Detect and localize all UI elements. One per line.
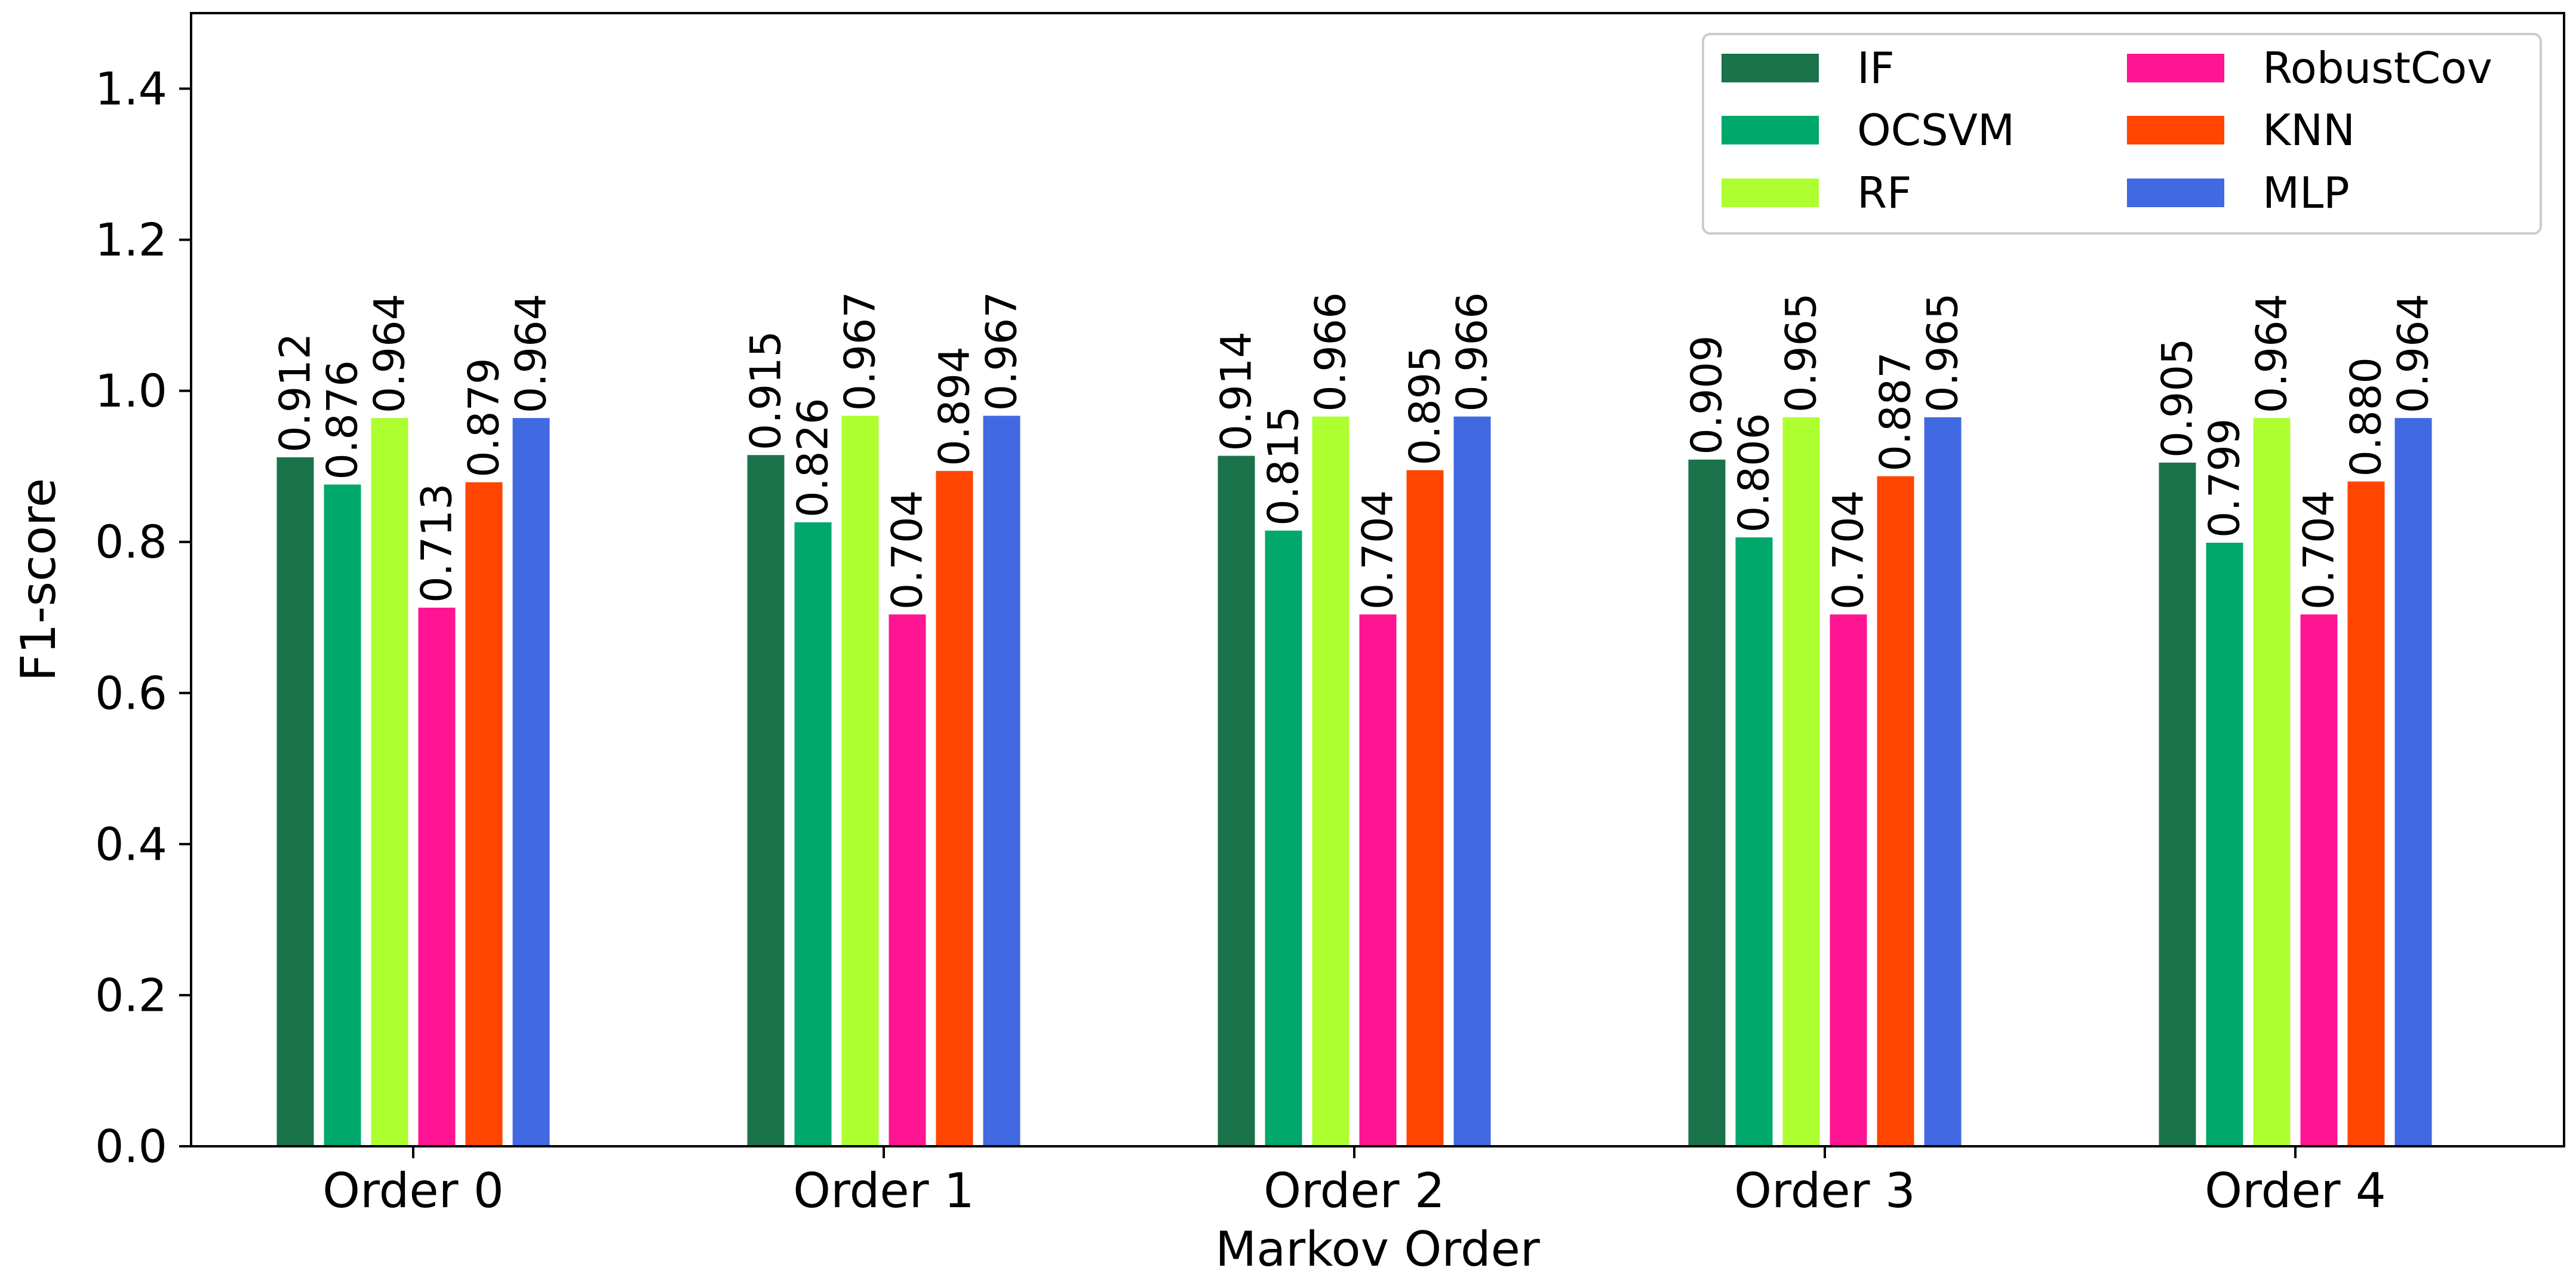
x-tick-label: Order 4 (2205, 1163, 2386, 1219)
bar-knn-order-4 (2347, 481, 2385, 1147)
legend-swatch-knn (2127, 116, 2224, 144)
bar-value-label: 0.713 (413, 483, 462, 602)
bar-value-label: 0.909 (1683, 335, 1732, 454)
y-tick-label: 0.2 (95, 968, 167, 1022)
x-tick-label: Order 3 (1734, 1163, 1916, 1219)
legend-swatch-robustcov (2127, 54, 2224, 82)
bar-ocsvm-order-0 (324, 484, 361, 1146)
bar-ocsvm-order-1 (794, 522, 832, 1146)
bar-value-label: 0.704 (1824, 490, 1873, 610)
x-axis: Order 0 Order 1 Order 2 Order 3 Order 4 (322, 1146, 2386, 1219)
bar-rf-order-3 (1782, 417, 1820, 1146)
legend-swatch-ocsvm (1722, 116, 1819, 144)
bar-rf-order-4 (2253, 418, 2291, 1146)
bar-if-order-4 (2159, 462, 2196, 1147)
plot-frame (190, 12, 2565, 1147)
bar-value-label: 0.895 (1401, 346, 1450, 465)
y-axis-title: F1-score (11, 478, 66, 682)
bar-mlp-order-0 (512, 418, 550, 1146)
bar-mlp-order-4 (2394, 418, 2432, 1146)
bar-value-label: 0.964 (2389, 294, 2438, 413)
bar-rf-order-1 (841, 416, 879, 1147)
legend-label-if: IF (1857, 43, 1895, 93)
bar-knn-order-3 (1877, 476, 1914, 1146)
bar-value-label: 0.905 (2153, 338, 2202, 457)
legend-swatch-rf (1722, 179, 1819, 207)
y-tick-label: 0.0 (95, 1120, 167, 1173)
bar-value-label: 0.964 (507, 294, 556, 413)
bar-rf-order-0 (371, 418, 408, 1146)
bar-value-label: 0.704 (1354, 490, 1403, 610)
bars-layer (276, 416, 2432, 1147)
y-tick-label: 1.4 (95, 62, 167, 115)
bar-value-label: 0.965 (1777, 293, 1826, 413)
bar-value-label: 0.880 (2342, 357, 2391, 476)
bar-value-label: 0.887 (1871, 352, 1920, 471)
bar-robustcov-order-3 (1830, 614, 1867, 1146)
bar-knn-order-1 (936, 470, 973, 1146)
bar-value-label: 0.966 (1448, 292, 1497, 411)
bar-if-order-1 (747, 455, 785, 1146)
bar-value-label: 0.704 (883, 490, 932, 610)
bar-value-label: 0.912 (271, 333, 320, 453)
legend-frame (1702, 33, 2542, 235)
bar-value-label: 0.967 (836, 291, 885, 411)
bar-robustcov-order-0 (418, 607, 456, 1146)
legend-label-ocsvm: OCSVM (1857, 105, 2015, 155)
y-tick-label: 0.6 (95, 666, 167, 719)
bar-value-label: 0.826 (789, 398, 838, 517)
bar-knn-order-0 (465, 482, 503, 1146)
bar-value-label: 0.704 (2295, 490, 2344, 610)
x-axis-title: Markov Order (1215, 1222, 1540, 1277)
legend: IF OCSVM RF RobustCov KNN MLP (1702, 33, 2542, 235)
bar-value-label: 0.964 (365, 294, 414, 413)
y-tick-label: 0.4 (95, 817, 167, 870)
bar-value-label: 0.915 (742, 331, 791, 450)
bar-value-label: 0.799 (2200, 419, 2249, 538)
bar-rf-order-2 (1312, 416, 1350, 1146)
bar-mlp-order-3 (1924, 417, 1962, 1146)
bar-value-label: 0.806 (1730, 413, 1779, 533)
bar-value-label: 0.964 (2248, 294, 2297, 413)
bar-value-label: 0.914 (1212, 331, 1261, 451)
legend-swatch-mlp (2127, 179, 2224, 207)
y-tick-label: 1.2 (95, 213, 167, 266)
y-tick-label: 0.8 (95, 515, 167, 568)
bar-if-order-2 (1218, 456, 1255, 1146)
x-tick-label: Order 0 (322, 1163, 504, 1219)
bar-if-order-0 (276, 457, 314, 1146)
bar-knn-order-2 (1406, 470, 1444, 1147)
x-tick-label: Order 1 (793, 1163, 975, 1219)
bar-ocsvm-order-2 (1265, 530, 1302, 1146)
bar-robustcov-order-2 (1359, 614, 1397, 1146)
bar-value-label: 0.876 (318, 360, 367, 479)
data-labels-layer: 0.912 0.915 0.914 0.909 0.905 0.876 0.826 0.815… (271, 291, 2438, 610)
legend-label-rf: RF (1857, 168, 1911, 218)
y-axis: 0.0 0.2 0.4 0.6 0.8 1.0 1.2 1.4 (95, 62, 191, 1173)
bar-value-label: 0.966 (1307, 292, 1355, 411)
bar-robustcov-order-4 (2300, 614, 2338, 1146)
bar-ocsvm-order-3 (1735, 537, 1773, 1146)
x-tick-label: Order 2 (1264, 1163, 1445, 1219)
bar-value-label: 0.879 (460, 358, 509, 477)
bar-value-label: 0.815 (1259, 406, 1308, 525)
legend-swatch-if (1722, 54, 1819, 82)
legend-label-knn: KNN (2263, 105, 2355, 155)
bar-value-label: 0.967 (977, 291, 1026, 411)
bar-value-label: 0.894 (930, 346, 979, 466)
bar-robustcov-order-1 (889, 614, 926, 1146)
legend-label-mlp: MLP (2263, 168, 2350, 218)
bar-ocsvm-order-4 (2206, 542, 2243, 1146)
bar-if-order-3 (1688, 459, 1726, 1146)
bar-value-label: 0.965 (1919, 293, 1968, 413)
y-tick-label: 1.0 (95, 364, 167, 417)
bar-mlp-order-1 (983, 416, 1020, 1147)
legend-label-robustcov: RobustCov (2263, 43, 2492, 93)
bar-mlp-order-2 (1453, 416, 1491, 1146)
